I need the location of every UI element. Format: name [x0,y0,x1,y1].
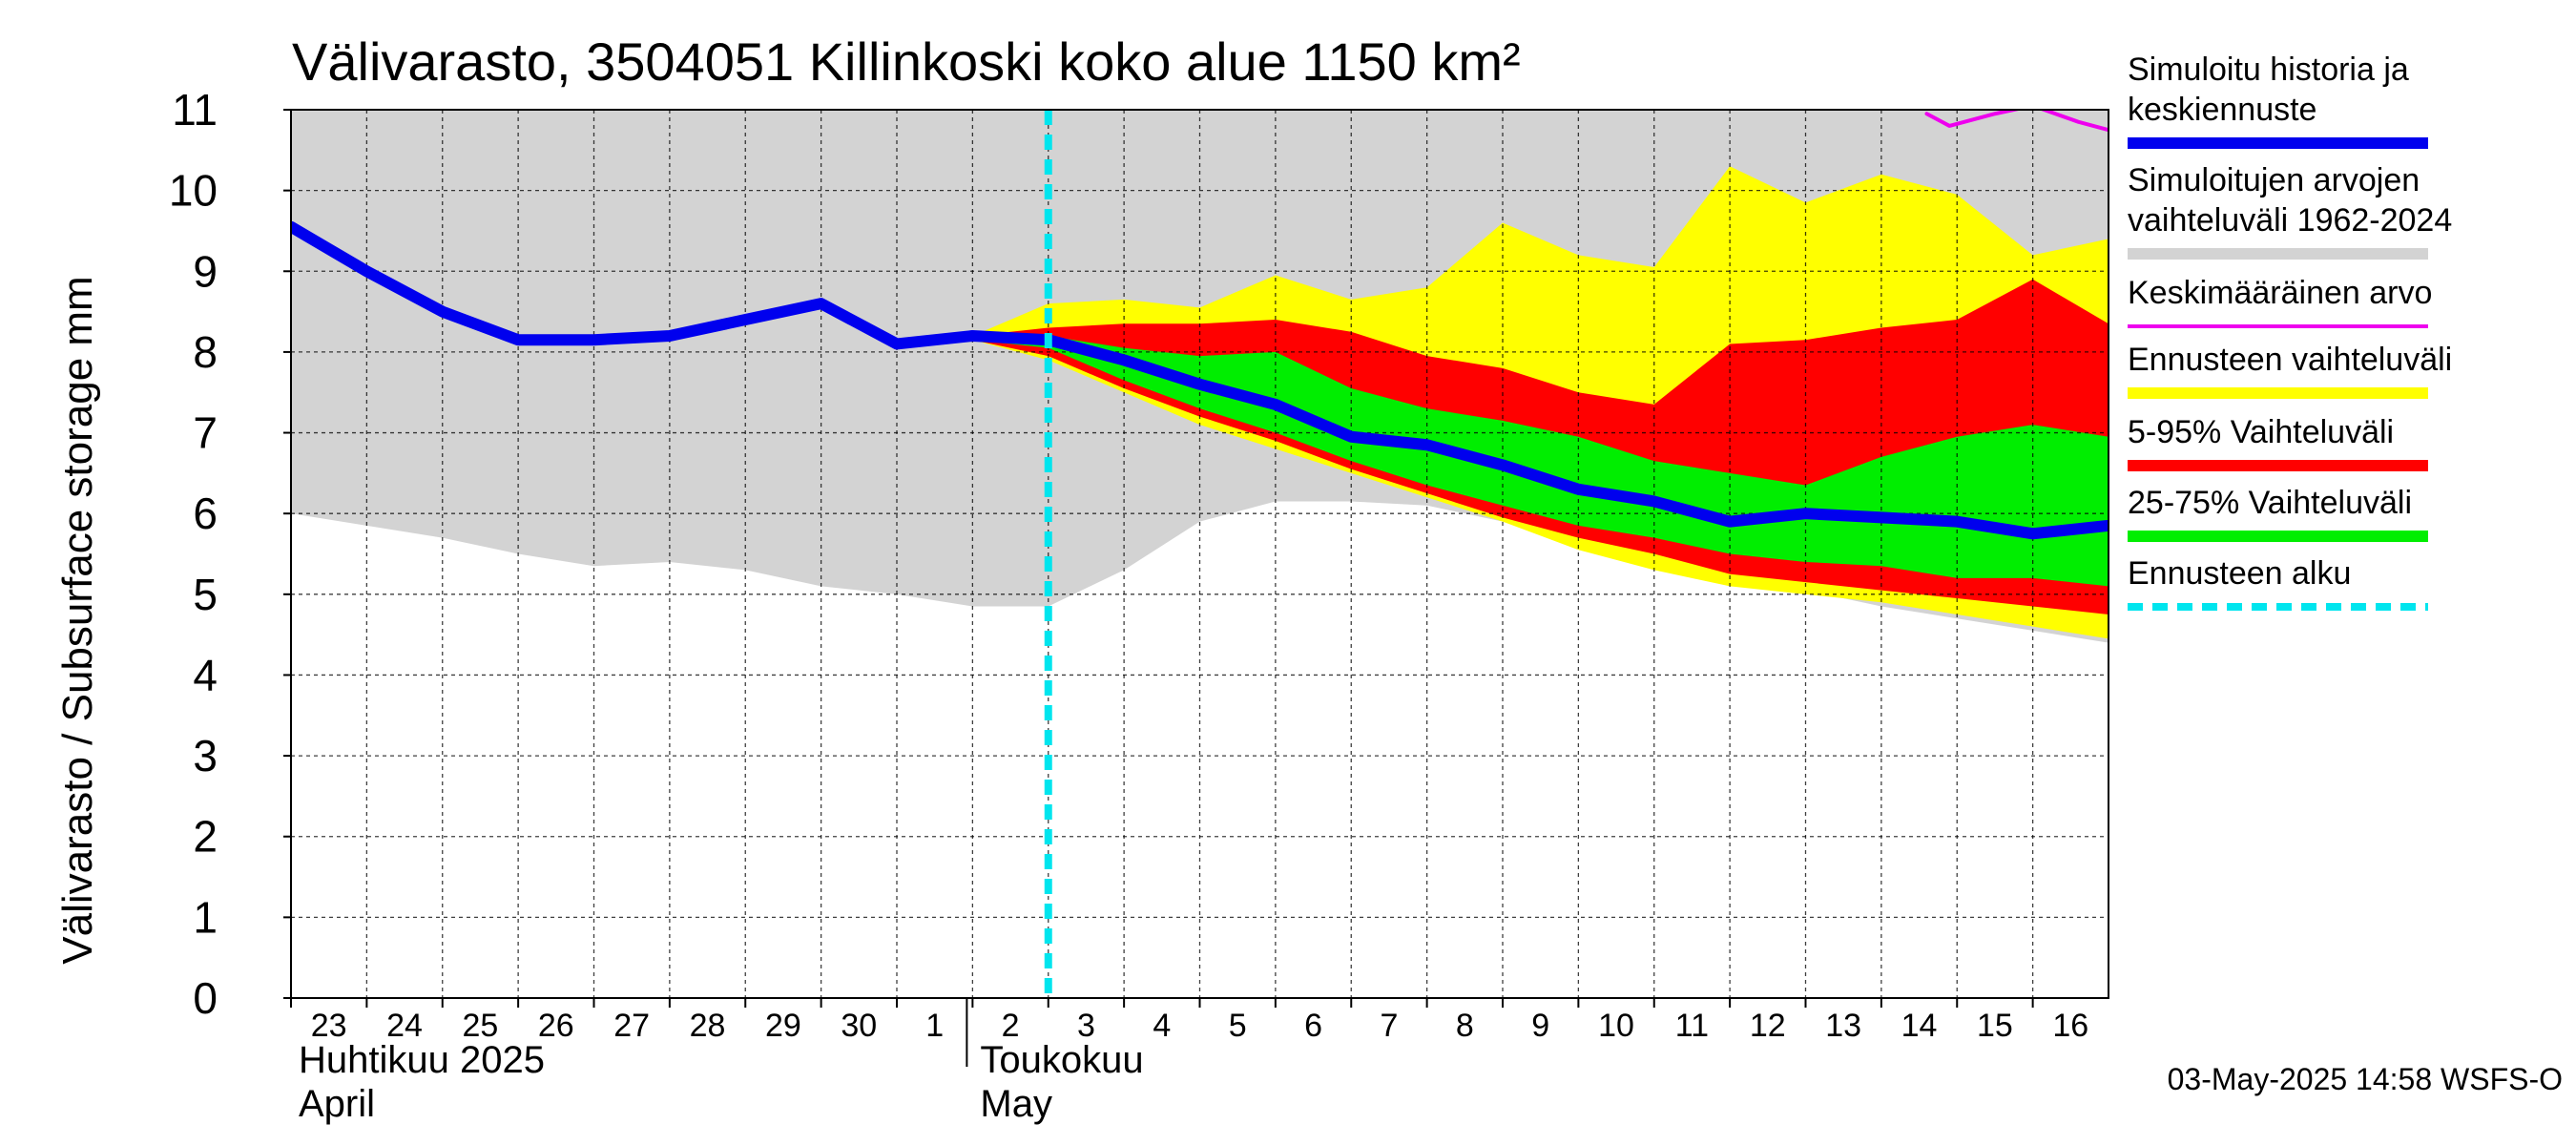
x-tick-label: 24 [386,1008,423,1044]
plot-area [291,110,2109,998]
x-tick-label: 16 [2052,1008,2088,1044]
x-tick-label: 15 [1977,1008,2013,1044]
y-tick-label: 7 [193,408,218,458]
x-tick-label: 4 [1153,1008,1171,1044]
timestamp: 03-May-2025 14:58 WSFS-O [2168,1062,2563,1096]
y-tick-label: 11 [172,85,218,135]
x-tick-label: 10 [1598,1008,1634,1044]
month-label-en: April [299,1083,375,1125]
mean-value-line [1924,110,2109,133]
y-axis-label: Välivarasto / Subsurface storage mm [54,276,101,964]
legend-label: Keskimääräinen arvo [2128,275,2432,311]
y-tick-label: 8 [193,327,218,377]
y-tick-label: 6 [193,489,218,538]
y-tick-label: 5 [193,570,218,619]
legend-label: keskiennuste [2128,92,2316,128]
x-tick-label: 2 [1002,1008,1020,1044]
x-tick-label: 14 [1901,1008,1938,1044]
legend: Simuloitu historia ja keskiennuste Simuloi… [2128,52,2452,611]
y-tick-label: 0 [193,973,218,1023]
y-tick-label: 2 [193,812,218,862]
month-label: Toukokuu [980,1039,1143,1081]
y-tick-label: 10 [169,166,218,216]
median-line [291,220,2109,540]
x-tick-label: 6 [1304,1008,1322,1044]
x-tick-label: 8 [1456,1008,1474,1044]
x-tick-label: 28 [690,1008,726,1044]
chart-title: Välivarasto, 3504051 Killinkoski koko al… [292,31,1521,92]
x-tick-label: 12 [1750,1008,1786,1044]
legend-label: Simuloitu historia ja [2128,52,2409,88]
x-tick-label: 5 [1229,1008,1247,1044]
x-tick-label: 3 [1077,1008,1095,1044]
legend-label: vaihteluväli 1962-2024 [2128,202,2452,239]
month-label-en: May [980,1083,1052,1125]
x-tick-label: 26 [538,1008,574,1044]
x-tick-label: 7 [1380,1008,1398,1044]
x-tick-label: 13 [1825,1008,1861,1044]
legend-label: Simuloitujen arvojen [2128,162,2420,198]
legend-label: 25-75% Vaihteluväli [2128,485,2412,521]
y-tick-label: 9 [193,246,218,296]
legend-label: Ennusteen alku [2128,555,2351,592]
month-label: Huhtikuu 2025 [299,1039,545,1081]
legend-label: 5-95% Vaihteluväli [2128,414,2394,450]
y-tick-label: 4 [193,650,218,699]
x-tick-label: 11 [1675,1008,1709,1044]
x-tick-label: 29 [765,1008,801,1044]
y-tick-label: 1 [193,892,218,942]
x-tick-label: 1 [925,1008,944,1044]
x-tick-label: 23 [311,1008,347,1044]
x-tick-label: 25 [463,1008,499,1044]
x-tick-label: 30 [841,1008,877,1044]
x-tick-label: 9 [1531,1008,1549,1044]
y-tick-label: 3 [193,731,218,781]
legend-label: Ennusteen vaihteluväli [2128,342,2452,378]
x-tick-label: 27 [613,1008,650,1044]
